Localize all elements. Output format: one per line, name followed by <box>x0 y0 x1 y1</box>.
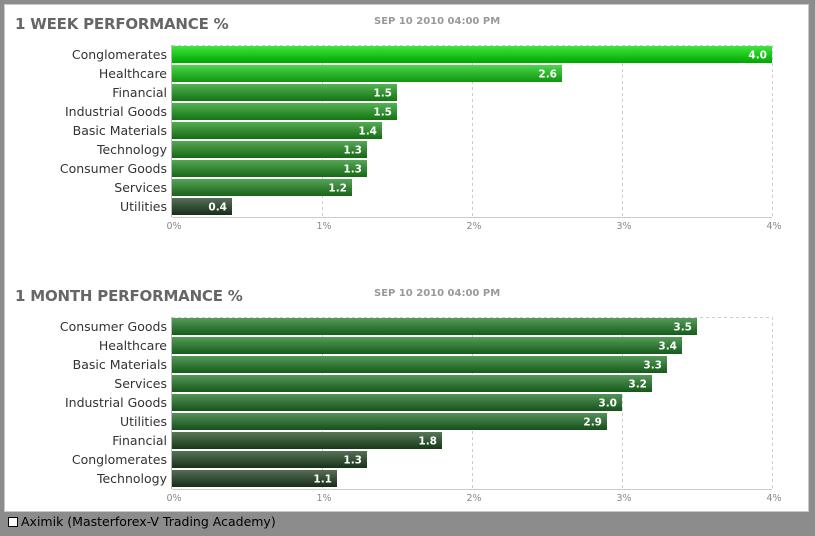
category-label: Conglomerates <box>72 47 167 62</box>
category-label: Financial <box>112 85 167 100</box>
category-label: Basic Materials <box>73 357 167 372</box>
chart-date: SEP 10 2010 04:00 PM <box>374 288 501 299</box>
category-label: Healthcare <box>99 338 167 353</box>
bar-value-label: 3.0 <box>598 398 617 410</box>
bar <box>172 198 232 215</box>
category-label: Services <box>114 376 167 391</box>
bar-value-label: 1.3 <box>343 164 362 176</box>
bar <box>172 84 397 101</box>
bar <box>172 356 667 373</box>
bar <box>172 337 682 354</box>
bar-value-label: 2.9 <box>583 417 602 429</box>
bar-value-label: 1.8 <box>418 436 437 448</box>
chart-title: 1 MONTH PERFORMANCE % <box>15 287 243 305</box>
x-tick-label: 4% <box>766 221 781 232</box>
bar-value-label: 1.2 <box>328 183 347 195</box>
bar-value-label: 2.6 <box>538 69 557 81</box>
bar <box>172 451 367 468</box>
checkbox-icon <box>8 517 18 527</box>
week-performance-panel: 1 WEEK PERFORMANCE % SEP 10 2010 04:00 P… <box>5 5 810 255</box>
category-label: Industrial Goods <box>65 104 167 119</box>
bar <box>172 413 607 430</box>
week-performance-chart: Conglomerates 4.0 Healthcare 2.6 Financial 1.… <box>60 45 782 232</box>
bar <box>172 160 367 177</box>
bar-value-label: 1.4 <box>358 126 377 138</box>
bar <box>172 375 652 392</box>
x-tick-label: 4% <box>766 493 781 504</box>
bar-value-label: 3.3 <box>643 360 662 372</box>
x-tick-label: 0% <box>166 493 181 504</box>
category-label: Consumer Goods <box>60 319 167 334</box>
chart-date: SEP 10 2010 04:00 PM <box>374 16 501 27</box>
x-tick-label: 3% <box>616 221 631 232</box>
chart-title: 1 WEEK PERFORMANCE % <box>15 15 229 33</box>
bar <box>172 470 337 487</box>
bar-value-label: 4.0 <box>748 50 767 62</box>
bar-value-label: 1.1 <box>313 474 332 486</box>
x-tick-label: 1% <box>316 221 331 232</box>
category-label: Conglomerates <box>72 452 167 467</box>
bar-value-label: 1.3 <box>343 455 362 467</box>
bar <box>172 318 697 335</box>
category-label: Consumer Goods <box>60 161 167 176</box>
category-label: Industrial Goods <box>65 395 167 410</box>
category-label: Healthcare <box>99 66 167 81</box>
category-label: Financial <box>112 433 167 448</box>
chart-frame: 1 WEEK PERFORMANCE % SEP 10 2010 04:00 P… <box>4 4 809 512</box>
bar-value-label: 1.5 <box>373 88 392 100</box>
bar <box>172 122 382 139</box>
x-tick-label: 2% <box>466 493 481 504</box>
month-performance-chart: Consumer Goods 3.5 Healthcare 3.4 Basic Mate… <box>60 317 782 504</box>
category-label: Basic Materials <box>73 123 167 138</box>
bar-value-label: 1.5 <box>373 107 392 119</box>
footer-credit: Aximik (Masterforex-V Trading Academy) <box>8 514 276 529</box>
bar-value-label: 0.4 <box>208 202 227 214</box>
bar <box>172 103 397 120</box>
footer-text: Aximik (Masterforex-V Trading Academy) <box>21 514 276 529</box>
x-tick-label: 2% <box>466 221 481 232</box>
x-tick-label: 0% <box>166 221 181 232</box>
bar-value-label: 1.3 <box>343 145 362 157</box>
category-label: Services <box>114 180 167 195</box>
category-label: Technology <box>96 471 168 486</box>
month-performance-panel: 1 MONTH PERFORMANCE % SEP 10 2010 04:00 … <box>5 277 810 527</box>
bar-value-label: 3.2 <box>628 379 647 391</box>
bar <box>172 141 367 158</box>
bar <box>172 179 352 196</box>
bar <box>172 432 442 449</box>
category-label: Utilities <box>120 414 167 429</box>
bar <box>172 65 562 82</box>
bar-value-label: 3.5 <box>673 322 692 334</box>
x-tick-label: 3% <box>616 493 631 504</box>
bar <box>172 394 622 411</box>
x-tick-label: 1% <box>316 493 331 504</box>
category-label: Technology <box>96 142 168 157</box>
bar <box>172 46 772 63</box>
bar-value-label: 3.4 <box>658 341 677 353</box>
category-label: Utilities <box>120 199 167 214</box>
